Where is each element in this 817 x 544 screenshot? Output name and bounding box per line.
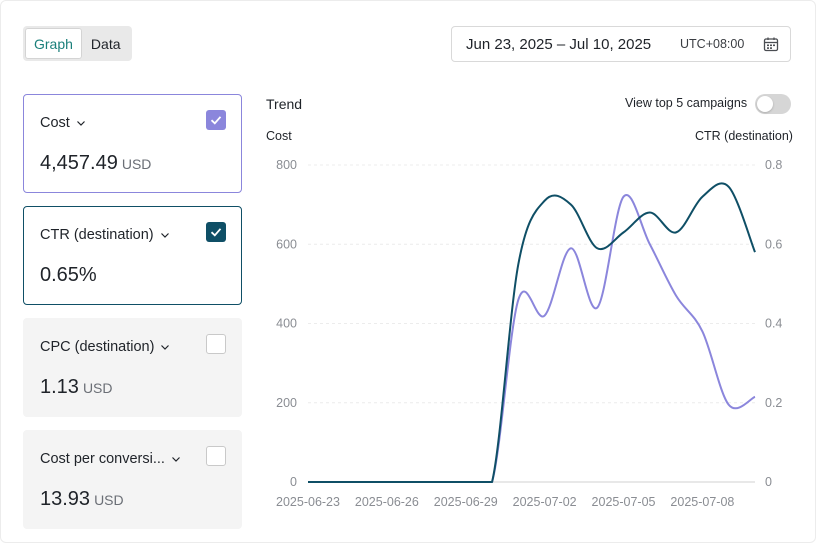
y-left-tick-label: 800 [276, 158, 297, 172]
switch-knob [757, 96, 773, 112]
top5-toggle-switch[interactable] [755, 94, 791, 114]
y-right-tick-label: 0.8 [765, 158, 782, 172]
left-axis-label: Cost [266, 129, 292, 143]
graph-tab[interactable]: Graph [25, 28, 82, 59]
check-icon [210, 228, 222, 237]
top5-toggle-label: View top 5 campaigns [625, 96, 748, 110]
x-tick-label: 2025-06-26 [355, 495, 419, 509]
series-line [308, 182, 756, 483]
metric-title-text: CTR (destination) [40, 227, 154, 243]
x-tick-label: 2025-06-29 [434, 495, 498, 509]
metric-title-text: Cost per conversi... [40, 451, 165, 467]
metric-title[interactable]: Cost per conversi... [40, 451, 181, 467]
metric-value: 13.93 USD [40, 488, 124, 510]
trend-chart: 0 200 400 600 800 0 0.2 0.4 0.6 0.8 2025-06-23 2025… [276, 158, 782, 509]
y-right-tick-label: 0 [765, 475, 772, 489]
y-right-tick-label: 0.2 [765, 396, 782, 410]
chevron-down-icon [160, 233, 169, 238]
metric-value: 4,457.49 USD [40, 152, 152, 174]
metric-unit: USD [94, 492, 124, 508]
calendar-icon [763, 37, 779, 52]
view-toggle: Graph Data [23, 26, 132, 61]
chart-title: Trend [266, 96, 303, 112]
date-range-picker[interactable]: Jun 23, 2025 – Jul 10, 2025 UTC+08:00 [451, 26, 791, 62]
metric-card-cpc[interactable]: CPC (destination) 1.13 USD [23, 318, 242, 417]
series-line [308, 194, 756, 483]
metric-title[interactable]: Cost [40, 115, 86, 131]
metric-title[interactable]: CPC (destination) [40, 339, 170, 355]
timezone-label: UTC+08:00 [680, 37, 745, 51]
metric-unit: USD [121, 156, 152, 172]
x-tick-label: 2025-07-02 [513, 495, 577, 509]
y-left-tick-label: 600 [276, 237, 297, 251]
y-left-tick-label: 0 [290, 475, 297, 489]
metric-card-ctr[interactable]: CTR (destination) 0.65% [23, 206, 242, 305]
metric-checkbox[interactable] [206, 446, 226, 466]
chevron-down-icon [76, 121, 85, 126]
metric-card-cost-per-conversion[interactable]: Cost per conversi... 13.93 USD [23, 430, 242, 529]
x-tick-label: 2025-07-05 [592, 495, 656, 509]
metric-card-cost[interactable]: Cost 4,457.49 USD [23, 94, 242, 193]
x-tick-label: 2025-06-23 [276, 495, 340, 509]
chevron-down-icon [161, 345, 170, 350]
y-right-tick-label: 0.4 [765, 317, 782, 331]
metric-title-text: Cost [40, 115, 70, 131]
chevron-down-icon [171, 457, 180, 462]
y-left-tick-label: 200 [276, 396, 297, 410]
y-right-tick-label: 0.6 [765, 237, 782, 251]
metric-title-text: CPC (destination) [40, 339, 155, 355]
metric-title[interactable]: CTR (destination) [40, 227, 170, 243]
check-icon [210, 116, 222, 125]
metric-value: 0.65% [40, 264, 97, 286]
y-left-tick-label: 400 [276, 317, 297, 331]
metric-unit: USD [82, 380, 113, 396]
date-range-text: Jun 23, 2025 – Jul 10, 2025 [466, 35, 652, 53]
data-tab[interactable]: Data [82, 28, 130, 59]
metric-checkbox[interactable] [206, 110, 226, 130]
x-tick-label: 2025-07-08 [670, 495, 734, 509]
metric-value: 1.13 USD [40, 376, 113, 398]
metric-checkbox[interactable] [206, 334, 226, 354]
metric-checkbox[interactable] [206, 222, 226, 242]
right-axis-label: CTR (destination) [695, 129, 793, 143]
